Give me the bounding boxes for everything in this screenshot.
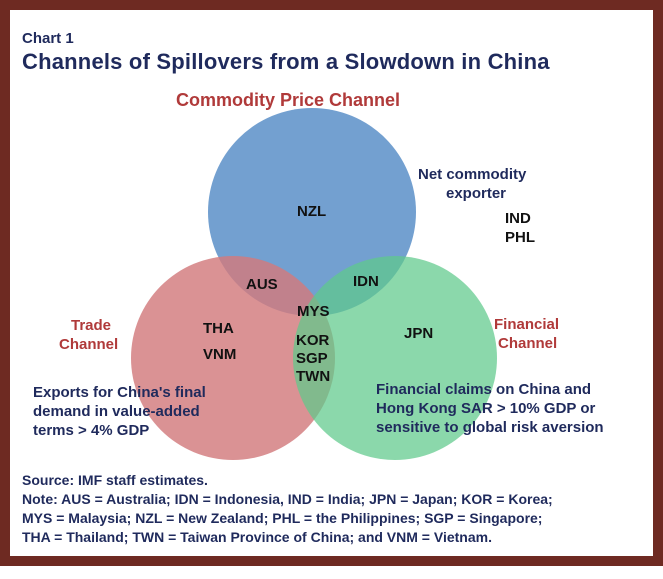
country-aus: AUS (246, 276, 278, 293)
financial-channel-label-line2: Channel (498, 335, 558, 352)
financial-criterion-line3: sensitive to global risk aversion (376, 419, 604, 436)
trade-criterion-line2: demand in value-added (33, 403, 200, 420)
trade-channel-label-line1: Trade (71, 317, 112, 334)
commodity-channel-label: Commodity Price Channel (176, 90, 401, 110)
country-kor: KOR (296, 332, 330, 349)
trade-circle (131, 256, 335, 460)
commodity-criterion-line2: exporter (446, 185, 507, 202)
trade-criterion-line1: Exports for China's final (33, 384, 206, 401)
country-phl: PHL (505, 229, 535, 246)
country-tha: THA (203, 320, 234, 337)
country-sgp: SGP (296, 350, 328, 367)
country-ind: IND (505, 210, 531, 227)
trade-channel-label-line2: Channel (59, 336, 119, 353)
note-line-1: Note: AUS = Australia; IDN = Indonesia, … (22, 491, 553, 507)
financial-channel-label-line1: Financial (494, 316, 560, 333)
country-twn: TWN (296, 368, 331, 385)
note-line-3: THA = Thailand; TWN = Taiwan Province of… (22, 529, 492, 545)
trade-criterion-line3: terms > 4% GDP (33, 422, 150, 439)
financial-criterion-line2: Hong Kong SAR > 10% GDP or (376, 400, 596, 417)
financial-criterion-line1: Financial claims on China and (376, 381, 592, 398)
financial-circle (293, 256, 497, 460)
source-notes: Source: IMF staff estimates. Note: AUS =… (22, 471, 553, 547)
chart-title: Channels of Spillovers from a Slowdown i… (22, 49, 550, 74)
country-idn: IDN (353, 273, 379, 290)
country-jpn: JPN (404, 325, 434, 342)
commodity-criterion-line1: Net commodity (418, 166, 527, 183)
source-line: Source: IMF staff estimates. (22, 472, 208, 488)
country-nzl: NZL (297, 203, 327, 220)
country-mys: MYS (297, 303, 330, 320)
note-line-2: MYS = Malaysia; NZL = New Zealand; PHL =… (22, 510, 543, 526)
country-vnm: VNM (203, 346, 237, 363)
venn-diagram (131, 108, 497, 460)
chart-number: Chart 1 (22, 30, 74, 47)
